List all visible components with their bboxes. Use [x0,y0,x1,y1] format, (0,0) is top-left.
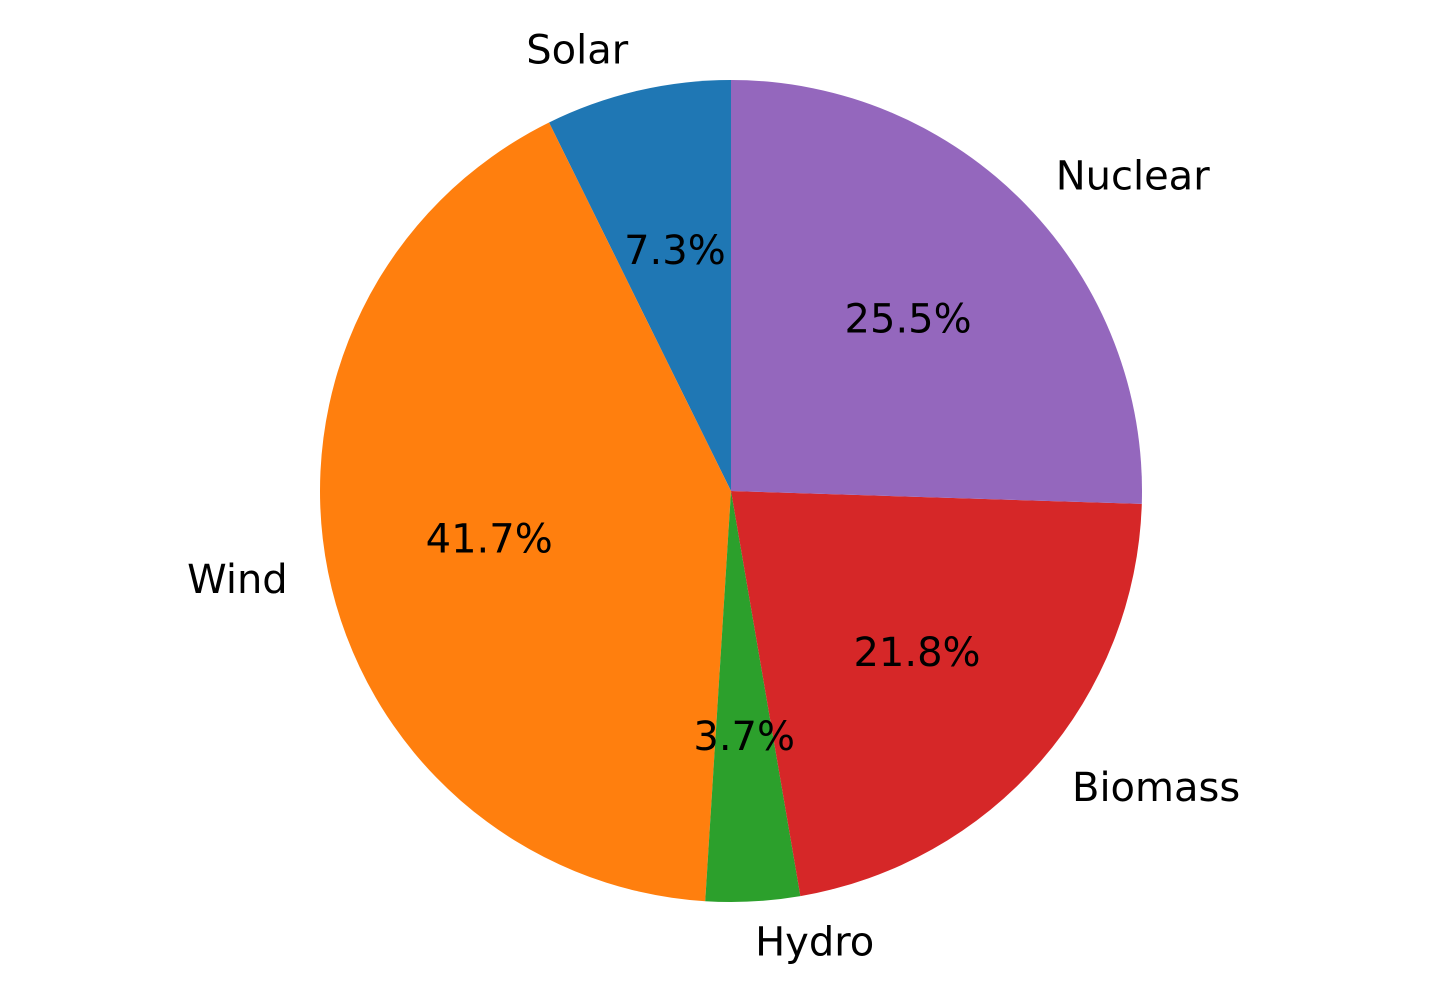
pie-pct-label-wind: 41.7% [426,517,553,563]
pie-slices [320,80,1143,903]
pie-slice-biomass [731,491,1142,897]
pie-slice-nuclear [731,80,1143,504]
pie-slice-wind [320,122,731,902]
pie-category-label-solar: Solar [526,28,628,74]
pie-slice-hydro [705,491,801,903]
pie-slice-solar [549,80,731,491]
pie-category-label-hydro: Hydro [755,920,874,966]
pie-category-label-biomass: Biomass [1072,765,1240,811]
pie-labels: 7.3% Solar 41.7% Wind 3.7% Hydro 21.8% Biomass 2… [187,28,1240,966]
pie-pct-label-hydro: 3.7% [693,714,795,760]
pie-category-label-nuclear: Nuclear [1056,153,1211,199]
pie-category-label-wind: Wind [187,557,288,603]
pie-pct-label-solar: 7.3% [624,228,726,274]
pie-pct-label-biomass: 21.8% [853,630,980,676]
pie-pct-label-nuclear: 25.5% [845,296,972,342]
